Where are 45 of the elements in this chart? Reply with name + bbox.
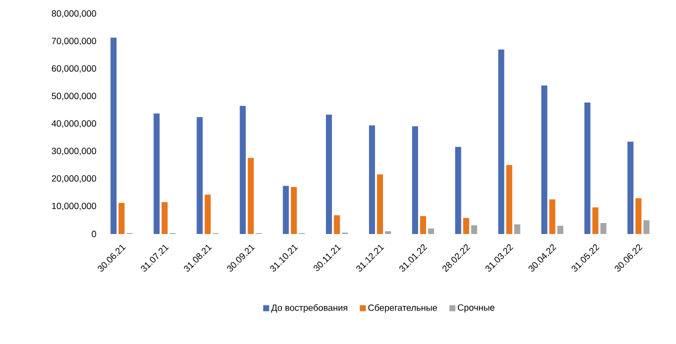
y-tick-label: 0 xyxy=(92,230,96,238)
bar xyxy=(584,102,590,234)
bar xyxy=(369,125,376,234)
y-tick-label: 60,000,000 xyxy=(52,65,96,73)
bar xyxy=(118,202,125,234)
bar xyxy=(334,215,340,234)
bar xyxy=(463,218,470,234)
bar xyxy=(627,142,634,234)
legend-label: До востребования xyxy=(271,304,348,313)
bar xyxy=(498,49,504,234)
y-tick-label: 70,000,000 xyxy=(52,38,96,46)
y-tick-label: 50,000,000 xyxy=(52,92,96,100)
bar xyxy=(154,114,160,234)
bar xyxy=(428,228,434,234)
bar xyxy=(204,194,211,234)
legend-label: Срочные xyxy=(458,304,494,312)
bar xyxy=(385,231,392,234)
bar xyxy=(377,174,384,234)
bar xyxy=(471,225,478,234)
bar xyxy=(557,226,564,234)
bar xyxy=(248,158,254,234)
bar xyxy=(110,38,117,234)
bar xyxy=(600,222,606,234)
bar xyxy=(592,207,598,234)
bar xyxy=(282,186,289,234)
bar xyxy=(455,146,462,234)
bar xyxy=(643,220,650,234)
bar xyxy=(420,216,426,234)
bar xyxy=(549,199,556,234)
y-tick-label: 20,000,000 xyxy=(52,175,96,183)
bar xyxy=(326,114,332,234)
bar xyxy=(162,202,168,234)
y-tick-label: 30,000,000 xyxy=(52,148,96,156)
bar xyxy=(412,126,418,234)
bar xyxy=(240,106,246,234)
y-tick-label: 10,000,000 xyxy=(52,202,96,210)
bar xyxy=(290,186,297,234)
bar xyxy=(635,198,642,234)
legend-label: Сберегательные xyxy=(368,304,437,313)
bar xyxy=(196,117,203,234)
bar xyxy=(514,224,520,234)
y-tick-label: 40,000,000 xyxy=(52,120,96,128)
bar xyxy=(506,164,512,234)
y-tick-label: 80,000,000 xyxy=(52,10,96,18)
bar xyxy=(541,85,548,234)
